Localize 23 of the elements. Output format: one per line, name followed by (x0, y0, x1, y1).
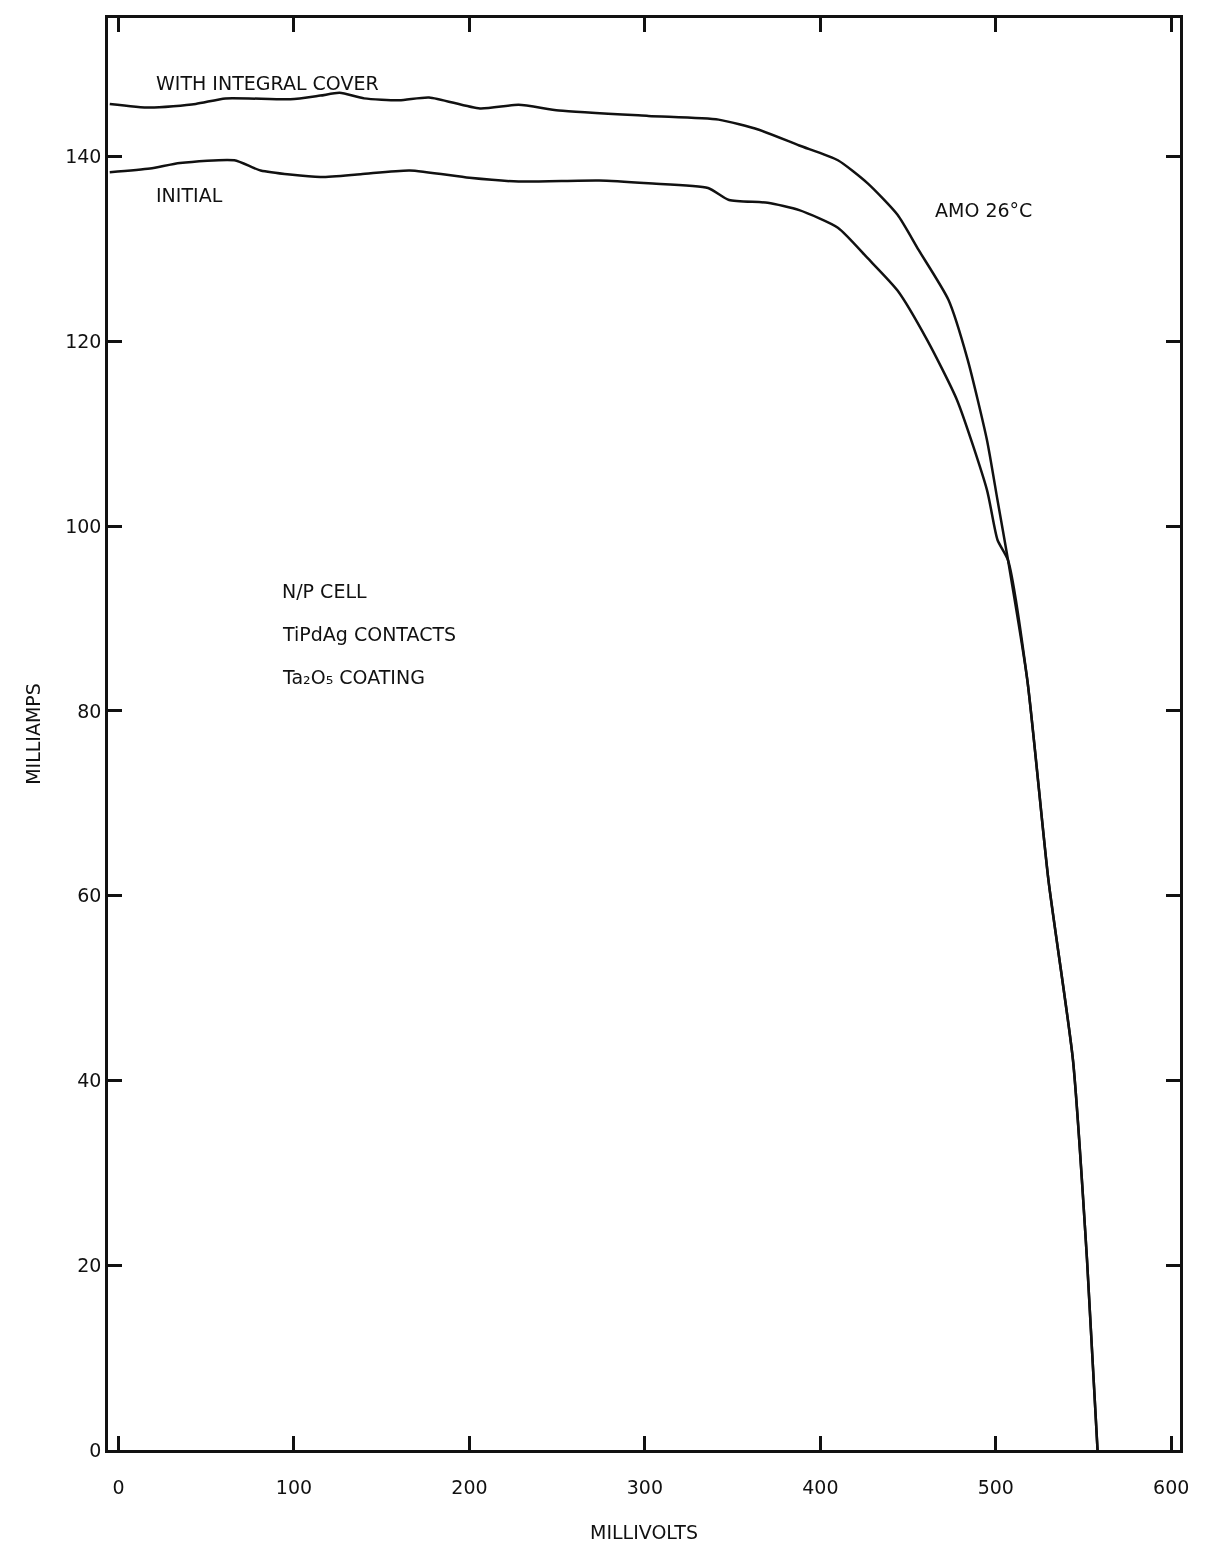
x-tick-label: 200 (451, 1475, 488, 1498)
series-label: INITIAL (156, 184, 223, 206)
y-tick-label: 20 (77, 1253, 102, 1276)
y-tick-label: 100 (65, 514, 102, 537)
x-tick-label: 100 (275, 1475, 313, 1498)
series-label: WITH INTEGRAL COVER (156, 72, 379, 94)
y-axis-title: MILLIAMPS (22, 683, 45, 785)
x-tick-label: 500 (977, 1475, 1014, 1498)
y-tick-label: 80 (77, 699, 102, 722)
annotation: Ta₂O₅ COATING (282, 666, 425, 688)
y-tick-label: 0 (89, 1438, 102, 1461)
annotation: AMO 26°C (935, 199, 1033, 221)
x-tick-label: 300 (626, 1475, 664, 1498)
y-tick-label: 120 (65, 330, 102, 352)
annotation: TiPdAg CONTACTS (282, 623, 457, 645)
y-tick-label: 60 (77, 884, 102, 907)
x-axis-title: MILLIVOLTS (589, 1521, 699, 1544)
annotation: N/P CELL (282, 580, 367, 602)
x-tick-label: 600 (1153, 1475, 1190, 1498)
y-tick-label: 140 (65, 145, 102, 168)
x-tick-label: 400 (802, 1475, 839, 1498)
y-tick-label: 40 (77, 1069, 102, 1092)
x-tick-label: 0 (112, 1475, 125, 1498)
